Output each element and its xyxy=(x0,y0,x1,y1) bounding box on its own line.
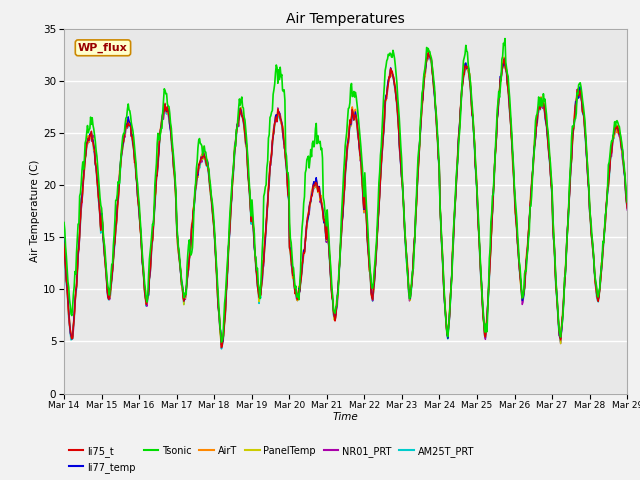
Legend: li75_t, li77_temp, Tsonic, AirT, PanelTemp, NR01_PRT, AM25T_PRT: li75_t, li77_temp, Tsonic, AirT, PanelTe… xyxy=(69,446,474,472)
Y-axis label: Air Temperature (C): Air Temperature (C) xyxy=(30,160,40,263)
X-axis label: Time: Time xyxy=(333,412,358,421)
Title: Air Temperatures: Air Temperatures xyxy=(286,12,405,26)
Text: WP_flux: WP_flux xyxy=(78,43,128,53)
